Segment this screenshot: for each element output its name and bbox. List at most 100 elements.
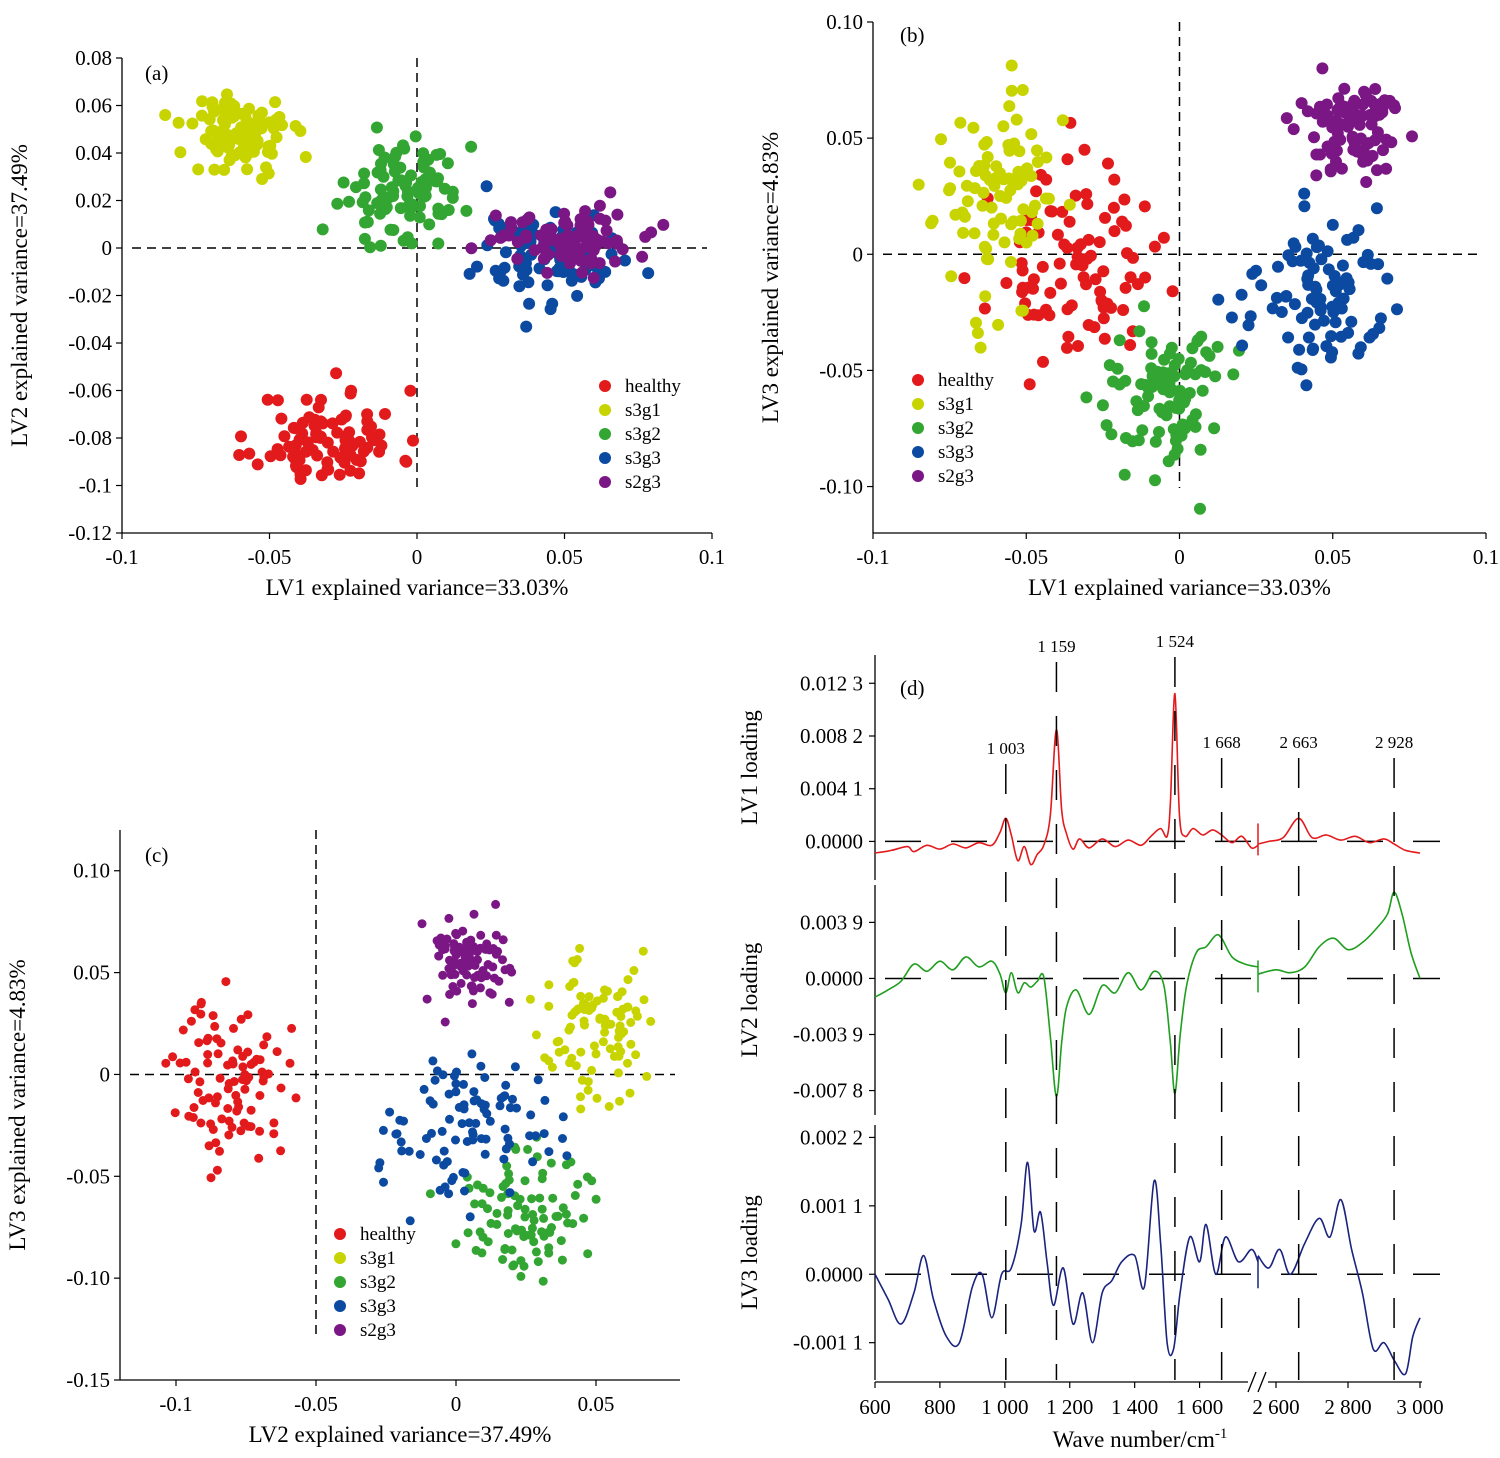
data-point-s3g3: [430, 1075, 440, 1085]
data-point-healthy: [407, 434, 419, 447]
data-point-s3g1: [614, 1051, 624, 1061]
legend-marker-s2g3: [912, 470, 924, 482]
data-point-s3g1: [210, 143, 223, 156]
data-point-s3g3: [1340, 272, 1353, 285]
data-point-healthy: [1097, 265, 1110, 278]
loading-curve: [874, 1161, 1259, 1357]
data-point-s3g2: [441, 157, 454, 170]
data-point-healthy: [228, 1056, 238, 1066]
data-point-s3g2: [539, 1213, 549, 1223]
data-point-s3g2: [507, 1245, 517, 1255]
data-point-s3g3: [476, 1099, 486, 1109]
data-point-healthy: [1117, 304, 1130, 316]
data-point-s3g2: [470, 1199, 480, 1209]
data-point-s3g3: [438, 1070, 448, 1080]
x-tick-label: 1 400: [1111, 1395, 1158, 1419]
data-point-s3g3: [460, 1186, 469, 1196]
data-point-s3g2: [434, 148, 447, 160]
data-point-s3g3: [459, 1100, 469, 1110]
data-point-s3g3: [1315, 253, 1328, 266]
data-point-s3g1: [544, 1001, 554, 1011]
data-point-s3g1: [985, 201, 998, 214]
data-point-s3g2: [537, 1204, 547, 1214]
legend-label-s3g3: s3g3: [625, 448, 661, 469]
data-point-s3g1: [626, 1039, 636, 1049]
data-point-s2g3: [1310, 169, 1323, 182]
data-point-s2g3: [611, 208, 624, 221]
data-point-s3g2: [1200, 346, 1213, 359]
y-tick-label: 0.001 1: [800, 1194, 863, 1218]
legend-marker-healthy: [334, 1228, 346, 1240]
data-point-s3g3: [1266, 302, 1279, 315]
data-point-s3g2: [423, 218, 436, 231]
data-point-healthy: [1061, 303, 1074, 316]
data-point-s3g2: [374, 183, 387, 196]
data-point-s3g3: [419, 1084, 429, 1094]
y-tick-label: -0.05: [819, 358, 863, 382]
data-point-s3g2: [463, 1228, 473, 1238]
data-point-healthy: [195, 1077, 205, 1087]
legend-label-s3g2: s3g2: [360, 1272, 396, 1293]
data-point-healthy: [339, 441, 352, 454]
data-point-s3g2: [425, 1189, 435, 1199]
data-point-healthy: [275, 412, 288, 425]
data-point-healthy: [1044, 286, 1057, 299]
data-point-healthy: [272, 1047, 282, 1057]
data-point-s3g2: [537, 1174, 547, 1184]
data-point-s3g2: [556, 1236, 566, 1246]
data-point-healthy: [235, 430, 247, 443]
data-point-s3g2: [557, 1255, 567, 1265]
x-axis-label-text: Wave number/cm: [1053, 1427, 1215, 1452]
data-point-s3g1: [598, 1037, 608, 1047]
legend-marker-s3g3: [334, 1300, 346, 1312]
data-point-s3g2: [579, 1213, 589, 1223]
x-tick-label: 0: [451, 1392, 462, 1416]
data-point-s3g1: [544, 980, 554, 990]
data-point-s3g1: [614, 1032, 623, 1042]
data-point-s3g3: [480, 180, 493, 193]
data-point-s2g3: [600, 224, 613, 237]
data-point-s2g3: [1377, 144, 1389, 157]
data-point-healthy: [232, 1106, 242, 1116]
data-point-s3g1: [945, 270, 958, 283]
data-point-s3g3: [378, 1125, 388, 1135]
scatter-panel-a: -0.1 -0.05 0 0.05 0.1 0.08 0.06 0.04 0.02 0 -0.02 -…: [7, 46, 725, 600]
data-point-s3g3: [544, 303, 557, 316]
data-point-healthy: [238, 1062, 248, 1072]
data-point-s3g1: [614, 1068, 623, 1078]
data-point-healthy: [1061, 153, 1074, 166]
data-point-s3g1: [973, 160, 986, 172]
data-point-s3g1: [159, 109, 172, 121]
data-point-s3g3: [1345, 315, 1358, 328]
data-point-s3g1: [615, 1021, 625, 1031]
data-point-s3g1: [979, 290, 992, 303]
data-point-healthy: [189, 1103, 199, 1112]
data-point-s3g2: [1100, 419, 1113, 432]
data-point-s2g3: [475, 983, 485, 993]
data-point-s3g1: [172, 116, 185, 129]
data-point-healthy: [190, 1067, 200, 1077]
data-point-s2g3: [1360, 176, 1373, 188]
data-point-s3g1: [623, 1058, 632, 1068]
data-point-s2g3: [1308, 131, 1320, 144]
data-point-s3g3: [1310, 283, 1323, 296]
data-point-s3g1: [616, 1011, 626, 1021]
data-point-s2g3: [448, 982, 458, 991]
data-point-s2g3: [593, 257, 606, 270]
data-point-healthy: [221, 977, 231, 987]
data-point-s3g2: [431, 175, 444, 188]
data-point-healthy: [168, 1052, 178, 1062]
data-point-s2g3: [610, 234, 623, 247]
data-point-healthy: [1101, 297, 1114, 310]
data-point-healthy: [215, 1146, 224, 1156]
y-axis-label: LV2 loading: [737, 942, 762, 1057]
data-point-s2g3: [561, 219, 574, 232]
x-tick-label: 600: [859, 1395, 891, 1419]
data-point-s3g1: [1031, 144, 1043, 157]
y-tick-label: 0.003 9: [800, 910, 863, 934]
data-point-s3g2: [1149, 435, 1162, 448]
data-point-s3g1: [622, 1002, 632, 1012]
data-point-healthy: [255, 1091, 265, 1100]
data-point-healthy: [233, 449, 246, 461]
x-tick-label: -0.05: [294, 1392, 338, 1416]
